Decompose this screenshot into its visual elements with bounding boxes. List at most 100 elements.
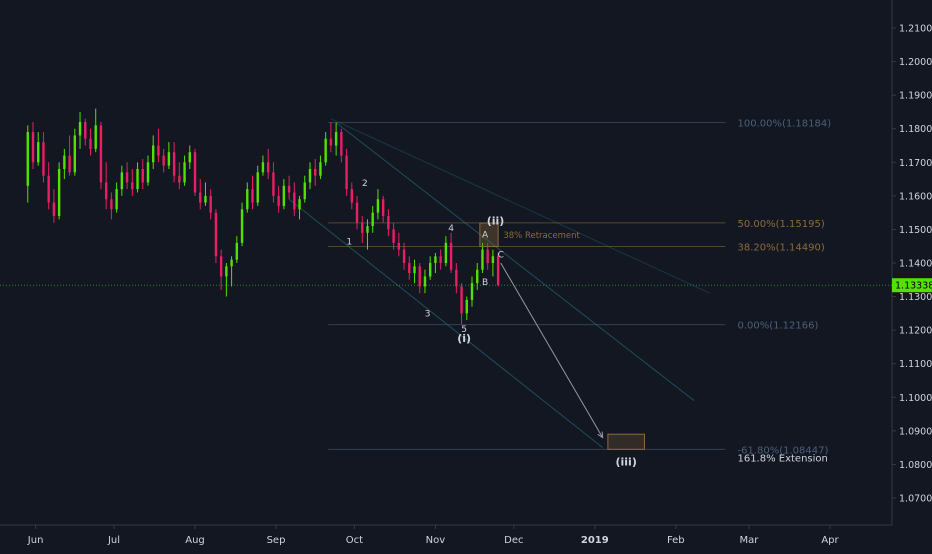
candle-body — [439, 256, 442, 263]
y-tick-label: 1.09000 — [899, 426, 932, 437]
candle-body — [408, 263, 411, 274]
candle-body — [261, 162, 265, 173]
candle-body — [89, 138, 92, 149]
x-tick-label: Mar — [740, 535, 760, 546]
candle-body — [371, 212, 374, 227]
candle-body — [266, 162, 270, 173]
candle-body — [141, 169, 144, 183]
x-tick-label: Sep — [267, 535, 286, 546]
candle-body — [423, 276, 427, 287]
candle-body — [287, 185, 291, 193]
retracement-box — [479, 222, 499, 248]
candle-body — [455, 269, 458, 287]
x-tick-label: Jul — [107, 535, 120, 546]
y-tick-label: 1.17000 — [899, 158, 932, 169]
candle-body — [387, 216, 390, 230]
candle-body — [104, 182, 108, 200]
candle-body — [308, 169, 312, 183]
y-tick-label: 1.08000 — [899, 460, 932, 471]
candle-body — [481, 249, 484, 270]
candle-body — [136, 169, 139, 190]
projection-arrow — [500, 262, 604, 438]
wave-label: 2 — [362, 179, 368, 189]
candle-body — [376, 199, 380, 213]
current-price-label-bg — [892, 278, 932, 293]
annotation-extension: 161.8% Extension — [737, 454, 827, 465]
wave-label: (iii) — [615, 455, 636, 468]
y-tick-label: 1.13000 — [899, 292, 932, 303]
candle-body — [272, 172, 275, 196]
x-tick-label: Dec — [504, 535, 523, 546]
candle-body — [131, 182, 134, 190]
x-tick-label: Aug — [185, 535, 205, 546]
candle-body — [68, 155, 71, 173]
fib-level-label: 0.00%(1.12166) — [737, 321, 818, 332]
candle-body — [355, 202, 359, 223]
wave-label: (i) — [457, 332, 471, 345]
candle-body — [434, 256, 437, 263]
candle-body — [319, 162, 322, 176]
candle-body — [94, 125, 97, 149]
candle-body — [120, 172, 124, 190]
candle-body — [204, 195, 207, 203]
candle-body — [52, 202, 56, 216]
candle-body — [183, 162, 186, 183]
x-tick-label: Feb — [667, 535, 685, 546]
candle-body — [240, 209, 244, 243]
y-tick-label: 1.20000 — [899, 57, 932, 68]
candle-body — [162, 155, 165, 166]
candle-body — [428, 263, 432, 277]
candle-body — [209, 195, 212, 213]
candle-body — [449, 242, 453, 270]
fib-level-label: 38.20%(1.14490) — [737, 243, 824, 254]
candle-body — [324, 138, 327, 163]
y-tick-label: 1.11000 — [899, 359, 932, 370]
candle-body — [397, 242, 401, 250]
candle-body — [167, 152, 171, 166]
candle-body — [225, 266, 228, 277]
candle-body — [47, 175, 50, 203]
candle-body — [115, 189, 118, 210]
candle-body — [99, 125, 103, 183]
candle-body — [491, 256, 495, 263]
y-tick-label: 1.14000 — [899, 259, 932, 270]
candle-body — [350, 189, 353, 203]
candle-body — [277, 195, 280, 206]
fib-level-label: 50.00%(1.15195) — [737, 219, 824, 230]
current-price-label: 1.13338 — [895, 281, 932, 292]
candle-body — [31, 132, 35, 163]
channel-line — [330, 118, 711, 294]
candle-body — [73, 135, 77, 173]
candle-body — [418, 266, 421, 287]
candle-body — [340, 132, 343, 156]
candle-body — [235, 242, 239, 260]
fib-level-label: 100.00%(1.18184) — [737, 119, 831, 130]
candle-body — [178, 175, 181, 183]
candle-body — [42, 142, 45, 176]
candle-body — [298, 199, 301, 210]
wave-label: C — [498, 250, 504, 260]
candle-body — [314, 169, 317, 176]
candle-body — [188, 152, 191, 163]
candle-body — [146, 162, 150, 183]
y-tick-label: 1.10000 — [899, 393, 932, 404]
candle-body — [345, 155, 348, 190]
wave-label: (ii) — [487, 215, 505, 228]
y-tick-label: 1.07000 — [899, 494, 932, 505]
candle-body — [465, 299, 468, 314]
candle-body — [334, 132, 338, 146]
y-tick-label: 1.21000 — [899, 24, 932, 35]
y-tick-label: 1.18000 — [899, 124, 932, 135]
candle-body — [26, 132, 29, 186]
annotation-retracement: 38% Retracement — [503, 231, 580, 241]
candle-body — [381, 199, 385, 216]
candle-body — [366, 226, 369, 233]
candle-body — [460, 286, 463, 314]
candle-body — [329, 138, 333, 146]
x-tick-label: Oct — [346, 535, 363, 546]
x-tick-label: Apr — [821, 535, 839, 546]
candle-body — [219, 256, 223, 277]
candle-body — [361, 222, 364, 233]
